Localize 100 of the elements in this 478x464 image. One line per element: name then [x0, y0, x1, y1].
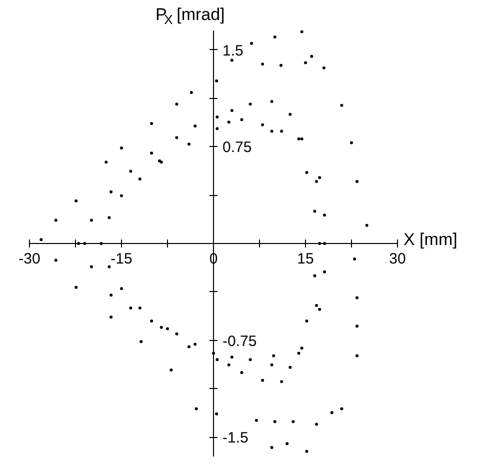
point	[166, 327, 169, 330]
point	[300, 137, 304, 140]
point	[288, 366, 292, 369]
point	[305, 450, 308, 453]
point	[313, 210, 316, 213]
point	[261, 62, 264, 66]
point	[104, 160, 108, 164]
point	[150, 152, 154, 155]
x-tick-label: 15	[297, 250, 314, 268]
point	[110, 190, 113, 194]
point	[150, 122, 154, 125]
point	[261, 123, 264, 126]
point	[318, 176, 322, 180]
point	[323, 214, 326, 217]
point	[187, 142, 190, 146]
point	[300, 30, 304, 34]
point	[305, 319, 308, 322]
point	[194, 124, 197, 128]
y-tick-label: 1.5	[222, 42, 244, 60]
y-tick-label: -0.75	[222, 332, 257, 350]
point	[318, 308, 322, 311]
point	[356, 354, 359, 358]
point	[313, 274, 316, 278]
point	[248, 102, 252, 106]
point	[108, 216, 111, 220]
point	[340, 104, 344, 107]
point	[254, 418, 258, 422]
point	[194, 407, 198, 410]
point	[160, 326, 163, 329]
point	[270, 446, 274, 449]
point	[270, 363, 274, 366]
point	[158, 159, 162, 162]
point	[108, 265, 111, 268]
x-tick-label: -15	[110, 250, 132, 268]
point	[270, 130, 274, 133]
point	[215, 412, 218, 416]
point	[300, 346, 304, 350]
x-axis-title: X [mm]	[404, 230, 458, 249]
point	[297, 352, 300, 355]
point	[323, 270, 326, 274]
point	[120, 194, 123, 198]
point	[273, 420, 276, 424]
point	[140, 340, 143, 344]
point	[292, 420, 295, 424]
point	[90, 265, 93, 268]
point	[353, 257, 356, 260]
point	[230, 356, 234, 359]
point	[216, 115, 219, 118]
point	[120, 287, 123, 290]
point	[304, 61, 307, 64]
point	[270, 100, 274, 103]
point	[305, 171, 308, 174]
point	[297, 137, 300, 140]
point	[356, 296, 359, 300]
point	[194, 342, 197, 346]
point	[227, 363, 230, 366]
point	[54, 218, 58, 222]
point	[190, 90, 193, 94]
point	[138, 177, 142, 180]
point	[216, 127, 219, 130]
point	[315, 180, 318, 184]
point	[248, 358, 252, 362]
point	[175, 102, 178, 106]
point	[322, 66, 326, 70]
point	[227, 120, 230, 124]
point	[90, 218, 93, 222]
point	[286, 442, 289, 446]
point	[129, 170, 132, 173]
point	[356, 324, 359, 328]
point	[129, 306, 132, 310]
point	[261, 378, 264, 382]
point	[250, 42, 254, 45]
point	[310, 54, 314, 58]
y-tick-label: -1.5	[222, 430, 248, 447]
point	[279, 64, 282, 67]
point	[216, 358, 219, 362]
y-tick-label: 0.75	[222, 139, 252, 156]
point	[280, 130, 284, 133]
point	[110, 316, 113, 319]
point	[54, 258, 58, 262]
point	[315, 422, 318, 426]
point	[330, 411, 334, 414]
point	[230, 109, 234, 112]
x-tick-label: -30	[18, 250, 40, 268]
point	[272, 354, 276, 358]
point	[288, 112, 292, 116]
point	[340, 407, 344, 410]
point	[273, 35, 276, 38]
point	[175, 332, 178, 336]
point	[40, 238, 43, 242]
x-tick-label: 30	[389, 250, 406, 268]
point	[215, 79, 218, 82]
point	[356, 180, 359, 184]
point	[150, 319, 154, 322]
point	[110, 294, 113, 297]
point	[187, 345, 190, 348]
point	[365, 224, 368, 227]
point	[230, 58, 234, 62]
point	[138, 306, 142, 310]
point	[175, 136, 178, 140]
